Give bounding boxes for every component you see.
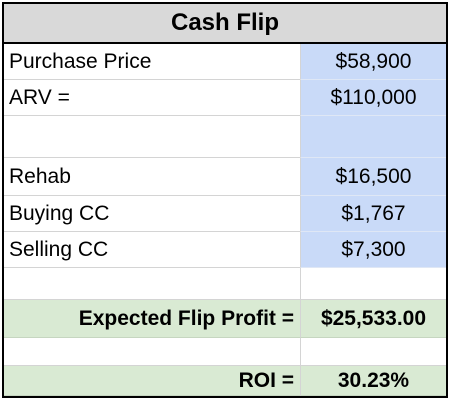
buying-cc-label[interactable]: Buying CC	[4, 196, 300, 232]
purchase-price-value[interactable]: $58,900	[300, 44, 446, 80]
table-row: ARV = $110,000	[4, 80, 446, 116]
table-row: Purchase Price $58,900	[4, 44, 446, 80]
table-row	[4, 268, 446, 300]
blank-value-cell[interactable]	[300, 338, 446, 366]
table-row	[4, 338, 446, 366]
blank-label-cell[interactable]	[4, 116, 300, 158]
table-row: Selling CC $7,300	[4, 232, 446, 268]
blank-value-cell[interactable]	[300, 268, 446, 300]
table-row: Buying CC $1,767	[4, 196, 446, 232]
roi-label[interactable]: ROI =	[4, 366, 300, 396]
table-row	[4, 116, 446, 158]
expected-flip-profit-label[interactable]: Expected Flip Profit =	[4, 300, 300, 338]
table-row: Rehab $16,500	[4, 158, 446, 196]
sheet-title: Cash Flip	[4, 4, 446, 44]
rehab-label[interactable]: Rehab	[4, 158, 300, 196]
buying-cc-value[interactable]: $1,767	[300, 196, 446, 232]
arv-value[interactable]: $110,000	[300, 80, 446, 116]
arv-label[interactable]: ARV =	[4, 80, 300, 116]
table-row: Expected Flip Profit = $25,533.00	[4, 300, 446, 338]
blank-value-cell[interactable]	[300, 116, 446, 158]
blank-label-cell[interactable]	[4, 338, 300, 366]
roi-value[interactable]: 30.23%	[300, 366, 446, 396]
selling-cc-label[interactable]: Selling CC	[4, 232, 300, 268]
selling-cc-value[interactable]: $7,300	[300, 232, 446, 268]
expected-flip-profit-value[interactable]: $25,533.00	[300, 300, 446, 338]
blank-label-cell[interactable]	[4, 268, 300, 300]
purchase-price-label[interactable]: Purchase Price	[4, 44, 300, 80]
rehab-value[interactable]: $16,500	[300, 158, 446, 196]
table-row: ROI = 30.23%	[4, 366, 446, 396]
